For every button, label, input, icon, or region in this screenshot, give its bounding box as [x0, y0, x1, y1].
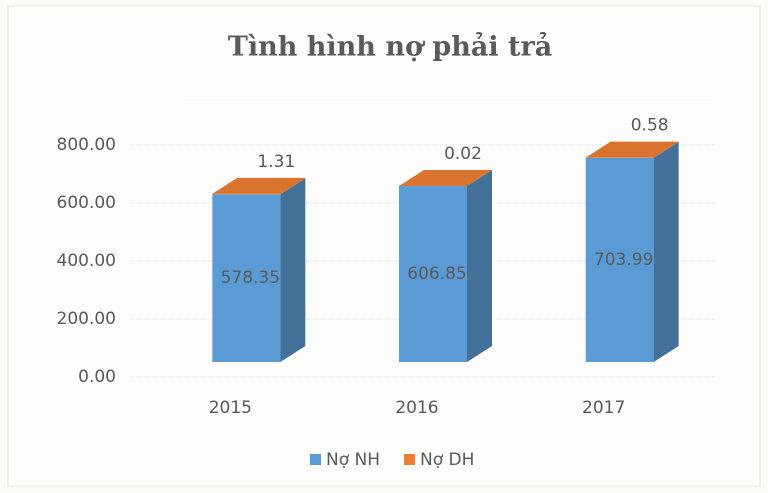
legend-label: Nợ NH — [326, 450, 380, 470]
y-tick-label: 600.00 — [57, 193, 116, 213]
bar-top — [585, 141, 679, 158]
bar-side — [653, 141, 679, 362]
data-label: 0.58 — [631, 116, 669, 136]
bar-side — [467, 170, 492, 362]
data-label: 606.85 — [407, 264, 466, 284]
data-label: 578.35 — [221, 268, 280, 288]
x-tick-label: 2015 — [209, 398, 252, 418]
bar-side — [653, 141, 679, 158]
bar-top — [212, 177, 306, 194]
data-label: 703.99 — [594, 250, 653, 270]
bar-front — [585, 157, 654, 362]
y-tick-label: 200.00 — [57, 309, 116, 329]
bar-side — [467, 170, 492, 187]
data-label: 0.02 — [444, 144, 482, 164]
data-label: 1.31 — [257, 152, 295, 172]
legend-swatch — [310, 454, 321, 465]
bar-front — [399, 186, 467, 362]
bar-top — [399, 170, 492, 187]
x-tick-label: 2016 — [395, 398, 438, 418]
x-tick-label: 2017 — [582, 398, 625, 418]
bar-side — [280, 177, 306, 195]
legend-swatch — [404, 454, 416, 465]
legend-label: Nợ DH — [420, 450, 474, 470]
bar-front — [212, 194, 281, 362]
chart-title: Tình hình nợ phải trả — [228, 31, 552, 63]
bar-side — [280, 178, 306, 362]
y-tick-label: 800.00 — [57, 135, 116, 155]
y-tick-label: 400.00 — [57, 251, 116, 271]
y-tick-label: 0.00 — [78, 367, 116, 387]
